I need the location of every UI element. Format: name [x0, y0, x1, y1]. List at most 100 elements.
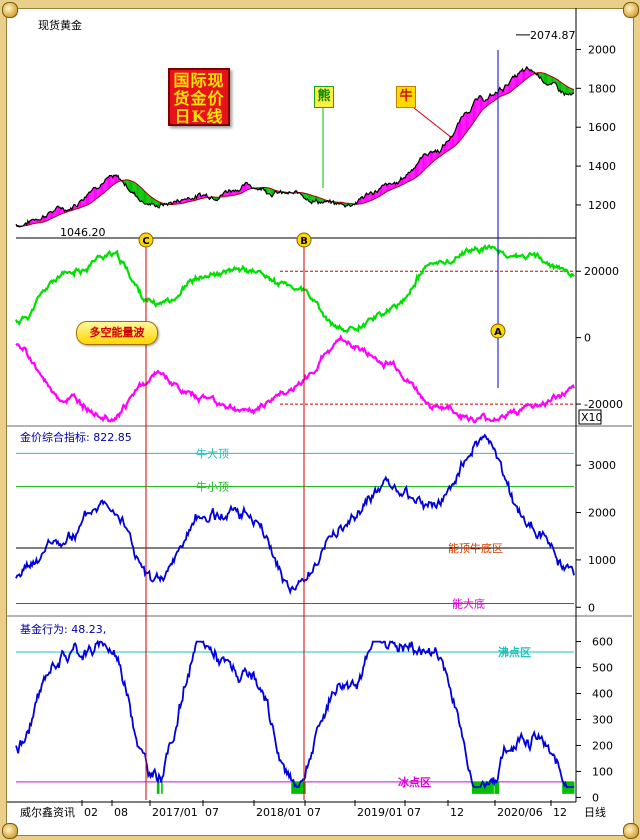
price-fill-segment: [442, 144, 444, 155]
fund-ice-fill: [564, 781, 566, 794]
price-fill-segment: [476, 98, 478, 119]
price-fill-segment: [416, 164, 417, 178]
price-fill-segment: [419, 157, 421, 175]
price-tick-label-0: 1200: [588, 199, 616, 212]
price-tick-label-2: 1600: [588, 121, 616, 134]
bull-pointer-line: [413, 107, 453, 139]
price-fill-segment: [370, 191, 372, 201]
price-fill-segment: [359, 198, 360, 204]
fund-ice-fill: [292, 781, 294, 794]
price-fill-segment: [479, 95, 481, 115]
price-fill-segment: [456, 123, 458, 145]
price-fill-segment: [466, 112, 468, 133]
price-fill-segment: [510, 78, 512, 92]
fund-ice-fill: [485, 781, 488, 794]
price-fill-segment: [92, 187, 94, 202]
price-fill-segment: [181, 199, 183, 204]
price-fill-segment: [546, 73, 548, 85]
price-fill-segment: [74, 204, 76, 210]
x-tick-label-2: 2017/01: [152, 806, 198, 819]
corner-ornament-tl: [2, 2, 18, 18]
price-fill-segment: [410, 169, 412, 181]
price-fill-segment: [376, 191, 378, 199]
price-fill-segment: [570, 88, 572, 95]
marker-a-label: A: [494, 327, 502, 338]
price-fill-segment: [472, 101, 474, 124]
price-fill-segment: [133, 181, 135, 194]
wave-green-line: [14, 243, 575, 334]
fund-ice-fill: [481, 781, 484, 794]
index-tick-label-3: 3000: [588, 459, 616, 472]
price-fill-segment: [548, 74, 550, 86]
price-fill-segment: [418, 160, 420, 176]
marker-a-circle: [490, 323, 506, 339]
price-fill-segment: [485, 99, 487, 107]
price-fill-segment: [417, 162, 419, 177]
price-fill-segment: [96, 188, 98, 199]
price-fill-segment: [511, 76, 513, 91]
price-fill-segment: [545, 73, 546, 85]
price-fill-segment: [107, 177, 109, 190]
index-ref-label-1: 牛小顶: [196, 479, 229, 493]
fund-ice-fill: [486, 781, 489, 794]
price-tick-label-1: 1400: [588, 160, 616, 173]
price-fill-segment: [459, 119, 460, 142]
price-fill-segment: [514, 75, 516, 89]
x-tick-label-10: 12: [553, 806, 567, 819]
price-fill-segment: [443, 144, 445, 154]
fund-ice-fill: [563, 781, 565, 794]
price-fill-segment: [246, 182, 248, 191]
fund-ice-fill: [494, 781, 497, 794]
price-fill-segment: [157, 201, 159, 208]
price-fill-segment: [465, 112, 467, 134]
price-fill-segment: [53, 210, 55, 218]
price-fill-segment: [513, 75, 515, 90]
price-fill-segment: [91, 189, 93, 203]
fund-ice-fill: [489, 781, 491, 794]
price-fill-segment: [549, 75, 551, 85]
fund-ice-fill: [487, 781, 490, 794]
price-fill-segment: [80, 199, 82, 208]
price-fill-segment: [547, 74, 549, 86]
price-fill-segment: [366, 193, 368, 203]
fund-ice-fill: [495, 781, 498, 794]
price-fill-segment: [566, 86, 568, 95]
price-fill-segment: [453, 132, 455, 147]
price-fill-segment: [527, 68, 529, 78]
price-fill-segment: [48, 212, 50, 221]
marker-c-circle: [138, 232, 154, 248]
price-fill-segment: [97, 188, 99, 198]
price-fill-segment: [496, 92, 498, 100]
price-fill-segment: [388, 183, 390, 192]
price-fill-segment: [474, 99, 476, 122]
index-tick-label-1: 1000: [588, 554, 616, 567]
price-fill-segment: [477, 97, 479, 118]
price-fill-segment: [106, 177, 108, 191]
price-fill-segment: [226, 192, 228, 197]
price-fill-segment: [310, 194, 312, 204]
price-fill-segment: [151, 197, 153, 204]
fund-ice-fill: [484, 781, 487, 794]
price-fill-segment: [114, 174, 116, 184]
price-fill-segment: [35, 219, 37, 224]
price-fill-segment: [182, 199, 184, 204]
price-fill-segment: [486, 98, 488, 106]
price-fill-segment: [469, 110, 471, 128]
fund-tick-label-3: 300: [592, 713, 613, 726]
price-fill-segment: [384, 183, 386, 193]
price-fill-segment: [110, 175, 112, 187]
price-fill-segment: [308, 194, 310, 202]
fund-ice-fill: [490, 781, 492, 794]
price-fill-segment: [461, 116, 463, 140]
price-fill-segment: [468, 112, 470, 130]
fund-ice-fill: [480, 781, 483, 794]
price-fill-segment: [457, 123, 459, 143]
price-fill-segment: [463, 113, 465, 137]
price-fill-segment: [139, 186, 141, 202]
fund-ref-label-1: 冰点区: [398, 775, 431, 789]
x-tick-label-8: 12: [450, 806, 464, 819]
fund-ice-fill: [157, 781, 160, 794]
price-fill-segment: [216, 197, 218, 201]
fund-ice-fill: [300, 781, 303, 794]
price-fill-segment: [242, 184, 244, 193]
